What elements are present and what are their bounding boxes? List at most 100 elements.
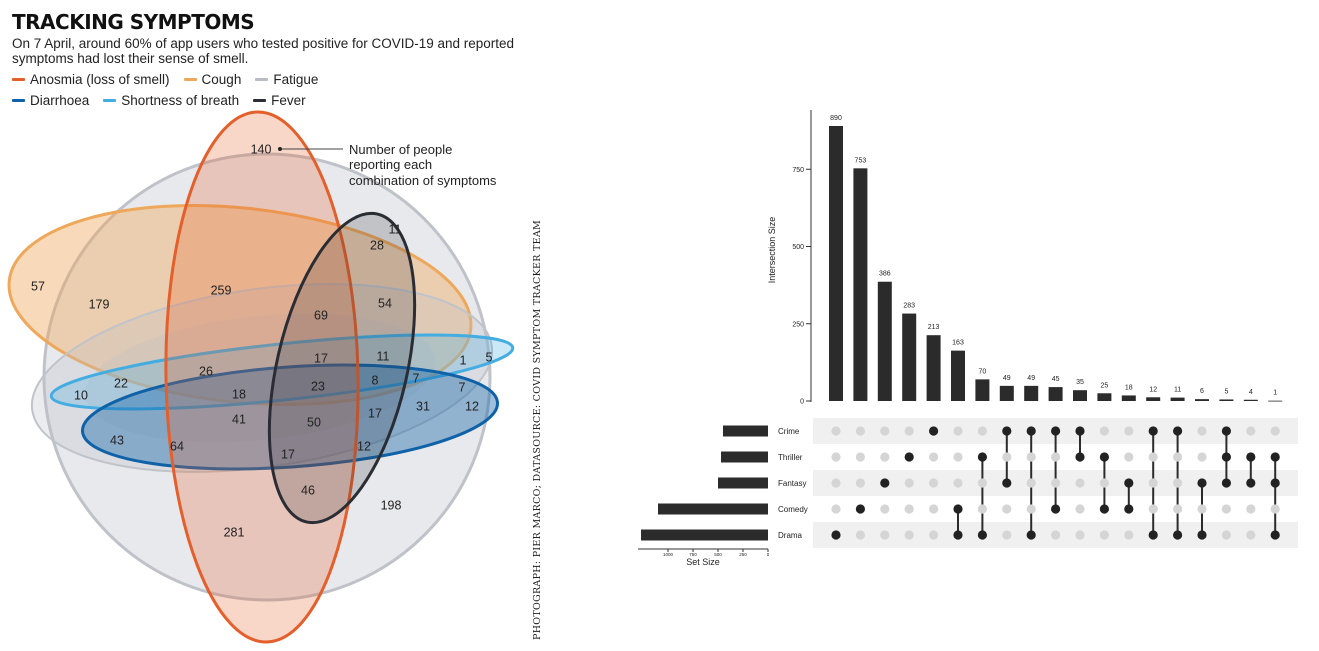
venn-value: 1 [460, 353, 467, 367]
upset-matrix-dot-filled [953, 530, 963, 540]
upset-set-sizes: Crime Thriller Fantasy Comedy Drama 1000 750 50… [638, 425, 808, 567]
upset-bar-label: 213 [928, 324, 940, 331]
upset-matrix-dot-filled [1270, 452, 1280, 462]
upset-matrix-dot-filled [1246, 452, 1256, 462]
upset-matrix-dot-empty [1124, 530, 1134, 540]
upset-bar-label: 1 [1273, 390, 1277, 397]
upset-matrix-dot-empty [977, 504, 988, 514]
upset-bar-label: 163 [952, 340, 964, 347]
upset-bar [1195, 399, 1209, 401]
upset-bar-label: 6 [1200, 388, 1204, 395]
upset-matrix-dot-filled [1148, 530, 1158, 540]
upset-matrix-dot-empty [831, 426, 841, 436]
upset-matrix-dot-filled [1221, 478, 1231, 488]
upset-matrix-dot-empty [929, 504, 939, 514]
legend-swatch-diarrhoea [12, 99, 25, 102]
upset-bar-label: 12 [1149, 386, 1157, 393]
legend-swatch-breath [103, 99, 117, 102]
venn-value: 54 [378, 296, 392, 310]
upset-matrix-dot-empty [1173, 478, 1183, 488]
upset-set-bar [723, 425, 768, 437]
upset-bar-label: 283 [903, 303, 915, 310]
upset-matrix-dot-filled [977, 530, 988, 540]
upset-matrix-dot-empty [1197, 504, 1207, 514]
legend-item-diarrhoea: Diarrhoea [12, 93, 89, 108]
upset-matrix-dot-empty [1099, 426, 1109, 436]
upset-matrix-dot-empty [880, 426, 890, 436]
upset-matrix-dot-filled [1026, 530, 1036, 540]
venn-value: 50 [307, 415, 321, 429]
venn-annotation: Number of people reporting each combinat… [278, 142, 497, 188]
venn-value: 259 [211, 283, 232, 297]
venn-value: 43 [110, 433, 124, 447]
upset-matrix-dot-empty [1197, 426, 1207, 436]
venn-value: 7 [459, 380, 466, 394]
upset-matrix-dot-filled [1270, 530, 1280, 540]
upset-bar [975, 379, 990, 401]
upset-set-tick-label: 0 [767, 552, 770, 557]
legend-label-diarrhoea: Diarrhoea [30, 93, 90, 108]
upset-set-name: Fantasy [778, 479, 806, 488]
venn-value: 64 [170, 439, 184, 453]
upset-matrix-dot-empty [855, 452, 866, 462]
upset-matrix-dot-empty [1270, 426, 1280, 436]
venn-value: 7 [413, 371, 420, 385]
upset-matrix-dot-filled [1148, 426, 1158, 436]
annotation-line-3: combination of symptoms [349, 173, 497, 188]
upset-matrix-dot-filled [1075, 452, 1085, 462]
upset-matrix-dot-filled [1099, 504, 1109, 514]
upset-matrix-dot-empty [1051, 452, 1061, 462]
venn-value: 179 [89, 297, 110, 311]
upset-matrix-dot-filled [831, 530, 841, 540]
upset-bar [1048, 387, 1063, 401]
venn-value: 46 [301, 483, 315, 497]
upset-bar-label: 4 [1249, 389, 1253, 396]
upset-bar [1219, 399, 1234, 401]
legend-swatch-cough [183, 78, 197, 81]
upset-set-size-title: Set Size [686, 557, 720, 567]
upset-matrix-dot-filled [1173, 530, 1183, 540]
upset-matrix-dot-empty [904, 530, 914, 540]
upset-matrix-dot-empty [1075, 478, 1085, 488]
subtitle: On 7 April, around 60% of app users who … [12, 36, 515, 66]
upset-matrix-dot-empty [1270, 504, 1280, 514]
upset-matrix-dot-filled [1075, 426, 1085, 436]
venn-value: 11 [389, 222, 402, 236]
upset-bar [877, 281, 892, 401]
upset-matrix-dot-empty [1002, 530, 1012, 540]
upset-matrix-dot-filled [1026, 426, 1036, 436]
upset-bar [951, 350, 965, 401]
venn-value: 198 [381, 498, 402, 512]
upset-set-name: Thriller [778, 453, 803, 462]
upset-matrix-dot-empty [855, 478, 866, 488]
upset-matrix-dot-empty [1075, 530, 1085, 540]
venn-value: 69 [314, 308, 328, 322]
upset-matrix-dot-empty [1051, 530, 1061, 540]
legend-item-fatigue: Fatigue [255, 72, 318, 87]
upset-matrix-dot-empty [904, 478, 914, 488]
upset-matrix-dot-empty [1221, 530, 1231, 540]
upset-set-tick-label: 250 [739, 552, 747, 557]
upset-matrix-dot-empty [929, 478, 939, 488]
fatigue-shade [84, 313, 436, 443]
venn-value: 12 [357, 439, 371, 453]
venn-value: 12 [465, 399, 479, 413]
upset-matrix-dot-empty [1002, 504, 1012, 514]
venn-value: 31 [416, 399, 430, 413]
upset-bar-label: 45 [1052, 376, 1060, 383]
upset-y-axis-title: Intersection Size [767, 217, 777, 284]
venn-value: 5 [486, 350, 493, 364]
fatigue-inner-ellipse [30, 283, 494, 473]
annotation-line-2: reporting each [349, 157, 432, 172]
upset-matrix-dot-empty [1099, 530, 1109, 540]
venn-value: 28 [370, 238, 384, 252]
upset-matrix-stripe [813, 418, 1298, 444]
upset-matrix-dot-empty [1246, 530, 1256, 540]
upset-set-name: Comedy [778, 505, 808, 514]
upset-matrix-dot-filled [1197, 478, 1207, 488]
upset-y-axis: Intersection Size [767, 110, 812, 402]
upset-bar [1146, 397, 1161, 401]
upset-bar [999, 385, 1014, 401]
upset-matrix-dot-filled [1197, 530, 1207, 540]
legend-row-2: Diarrhoea Shortness of breath Fever [12, 93, 306, 108]
